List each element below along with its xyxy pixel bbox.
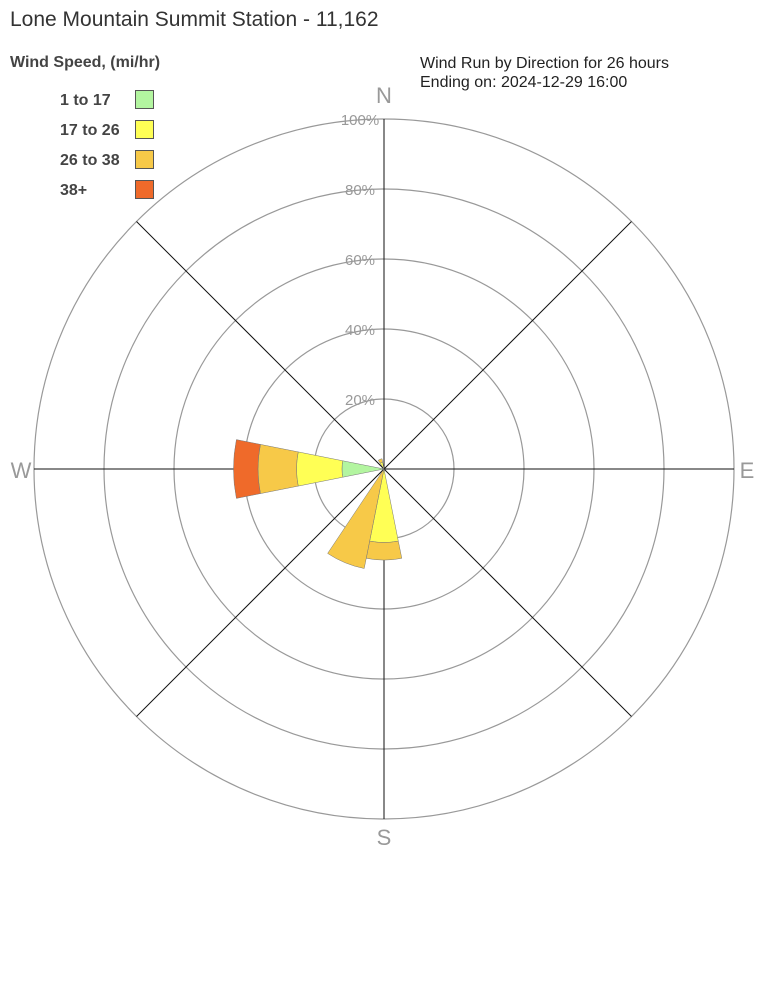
spoke-315 <box>136 221 385 470</box>
rose-petals <box>233 439 403 569</box>
rose-grid <box>33 118 735 820</box>
legend-title: Wind Speed, (mi/hr) <box>10 54 161 71</box>
compass-label-e: E <box>740 458 755 483</box>
radial-tick-label: 40% <box>345 322 375 339</box>
petal-NNW-bin-3 <box>377 458 383 464</box>
petal-W-bin-4 <box>233 439 261 499</box>
spoke-225 <box>136 468 385 717</box>
legend-label: 38+ <box>60 182 88 199</box>
legend-item-38-plus: 38+ <box>60 180 160 210</box>
compass-label-w: W <box>11 458 32 483</box>
petal-W-bin-2 <box>296 451 344 487</box>
legend-swatch <box>135 120 154 139</box>
legend-label: 26 to 38 <box>60 152 120 169</box>
radial-tick-label: 60% <box>345 252 375 269</box>
subtitle-line-1: Wind Run by Direction for 26 hours <box>420 55 669 72</box>
legend-label: 17 to 26 <box>60 122 120 139</box>
legend: 1 to 17 17 to 26 26 to 38 38+ <box>60 90 160 210</box>
petal-W-bin-3 <box>257 444 299 494</box>
radial-tick-label: 20% <box>345 392 375 409</box>
radial-tick-label: 80% <box>345 182 375 199</box>
legend-swatch <box>135 150 154 169</box>
subtitle-line-2: Ending on: 2024-12-29 16:00 <box>420 74 628 91</box>
spoke-135 <box>383 468 632 717</box>
legend-item-26-to-38: 26 to 38 <box>60 150 160 180</box>
legend-label: 1 to 17 <box>60 92 111 109</box>
legend-swatch <box>135 90 154 109</box>
chart-title: Lone Mountain Summit Station - 11,162 <box>10 8 379 31</box>
legend-item-1-to-17: 1 to 17 <box>60 90 160 120</box>
petal-S-bin-3 <box>365 540 403 561</box>
compass-label-n: N <box>376 83 392 108</box>
spoke-45 <box>383 221 632 470</box>
legend-swatch <box>135 180 154 199</box>
petal-SSW-bin-3 <box>327 468 385 569</box>
rose-labels: 20% 40% 60% 80% 100% N E S W <box>11 83 755 850</box>
compass-label-s: S <box>377 825 392 850</box>
chart-subtitle: Wind Run by Direction for 26 hours Endin… <box>420 54 669 92</box>
radial-tick-label: 100% <box>341 112 379 129</box>
legend-item-17-to-26: 17 to 26 <box>60 120 160 150</box>
